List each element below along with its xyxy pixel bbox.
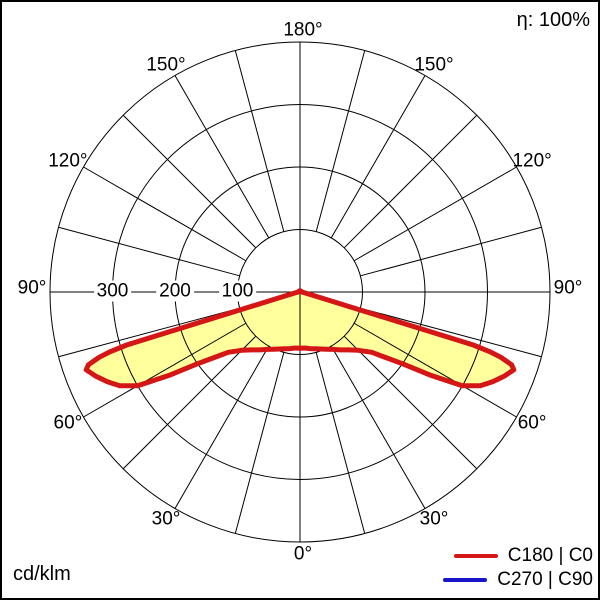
- angle-label-150-left: 150°: [146, 54, 186, 76]
- angle-label-60-right: 60°: [517, 412, 547, 434]
- angle-label-120-right: 120°: [512, 150, 552, 172]
- legend-line-blue: [443, 577, 488, 582]
- legend-item-c270-c90: C270 | C90: [443, 568, 593, 591]
- unit-label: cd/klm: [13, 563, 71, 585]
- efficiency-label: η: 100%: [516, 9, 590, 31]
- angle-label-60-left: 60°: [53, 412, 83, 434]
- intensity-curve-c180-c0: [83, 288, 517, 389]
- angle-label-30-left: 30°: [151, 508, 181, 530]
- angle-label-90-left: 90°: [17, 277, 47, 299]
- legend: C180 | C0 C270 | C90: [443, 544, 593, 591]
- polar-grid: [49, 41, 551, 543]
- legend-line-red: [453, 553, 498, 558]
- legend-label: C180 | C0: [507, 545, 593, 566]
- angle-label-30-right: 30°: [419, 508, 449, 530]
- legend-label: C270 | C90: [497, 569, 593, 590]
- radial-tick-label-200: 200: [156, 280, 194, 302]
- angle-label-120-left: 120°: [48, 150, 88, 172]
- angle-label-150-right: 150°: [414, 54, 454, 76]
- radial-tick-label-100: 100: [218, 280, 257, 302]
- legend-item-c180-c0: C180 | C0: [443, 544, 593, 567]
- radial-tick-label-300: 300: [93, 280, 132, 302]
- angle-label-90-right: 90°: [553, 277, 583, 299]
- angle-label-180: 180°: [283, 19, 323, 41]
- angle-label-0: 0°: [293, 543, 313, 565]
